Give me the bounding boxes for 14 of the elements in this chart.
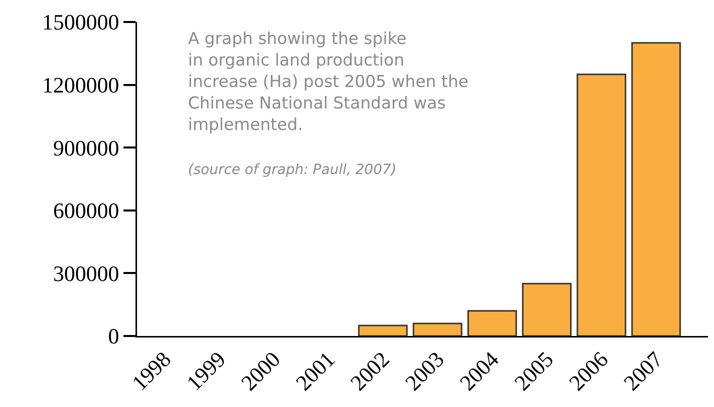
bar	[522, 282, 572, 336]
bar	[467, 310, 517, 336]
y-tick-label: 600000	[53, 198, 120, 224]
annotation: A graph showing the spike in organic land production increase (Ha) post 2005 when the Chinese National Standard was implemented.	[188, 29, 468, 134]
y-tick-label: 1500000	[42, 10, 120, 35]
bar	[631, 42, 681, 336]
y-tick-label: 900000	[53, 135, 120, 160]
y-tick-label: 0	[108, 324, 120, 349]
y-tick-label: 1200000	[42, 72, 120, 98]
y-tick-label: 300000	[53, 260, 120, 286]
bar	[358, 324, 408, 336]
annotation: (source of graph: Paull, 2007)	[188, 162, 396, 178]
bar	[576, 74, 626, 336]
bar	[412, 322, 462, 336]
